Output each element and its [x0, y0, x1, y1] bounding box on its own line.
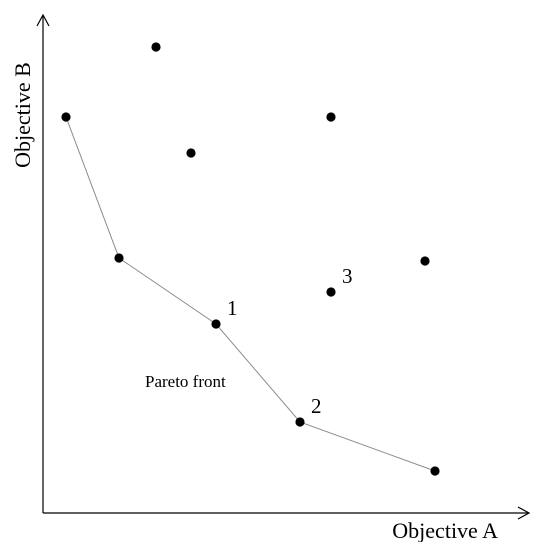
dominated-point [326, 287, 336, 297]
pareto-point [211, 319, 221, 329]
axes [36, 13, 531, 520]
y-axis-arrowhead [36, 13, 50, 27]
point-labels-layer: 1 2 3 [227, 264, 353, 418]
point-label-3: 3 [342, 264, 353, 288]
pareto-point [61, 112, 71, 122]
x-axis-arrowhead [517, 506, 531, 520]
dominated-point [151, 42, 161, 52]
x-axis-title: Objective A [392, 518, 498, 542]
dominated-point [186, 148, 196, 158]
y-axis-title: Objective B [10, 62, 35, 168]
dominated-point [420, 256, 430, 266]
dominated-point [326, 112, 336, 122]
pareto-front-line [65, 116, 436, 472]
pareto-point [430, 466, 440, 476]
point-label-1: 1 [227, 296, 238, 320]
point-label-2: 2 [311, 394, 322, 418]
pareto-front-label: Pareto front [145, 372, 226, 391]
pareto-point [114, 253, 124, 263]
pareto-point [295, 417, 305, 427]
points-layer [61, 42, 440, 476]
